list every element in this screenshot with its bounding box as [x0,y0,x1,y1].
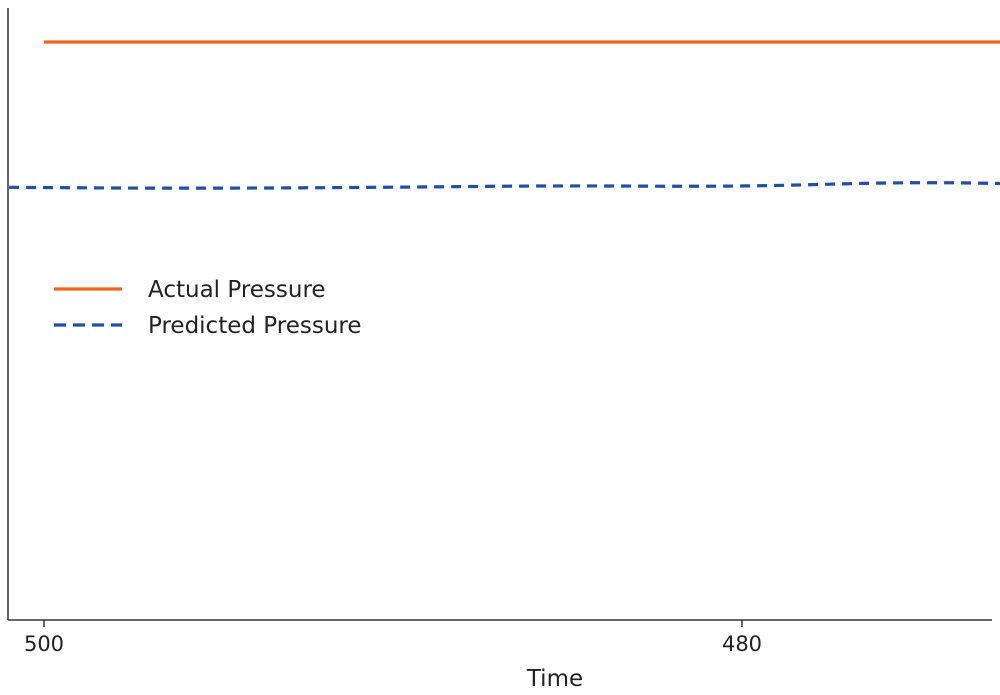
legend-predicted-label: Predicted Pressure [148,313,362,339]
x-ticks: 500480460440420360 [24,620,762,656]
x-tick-label: 480 [722,632,762,656]
x-tick-label: 500 [24,632,64,656]
legend-actual-label: Actual Pressure [148,277,326,303]
axes [7,8,992,621]
legend: Actual Pressure Predicted Pressure [54,277,362,339]
predicted-pressure-line [9,181,1000,190]
x-axis-label: Time [526,666,583,692]
